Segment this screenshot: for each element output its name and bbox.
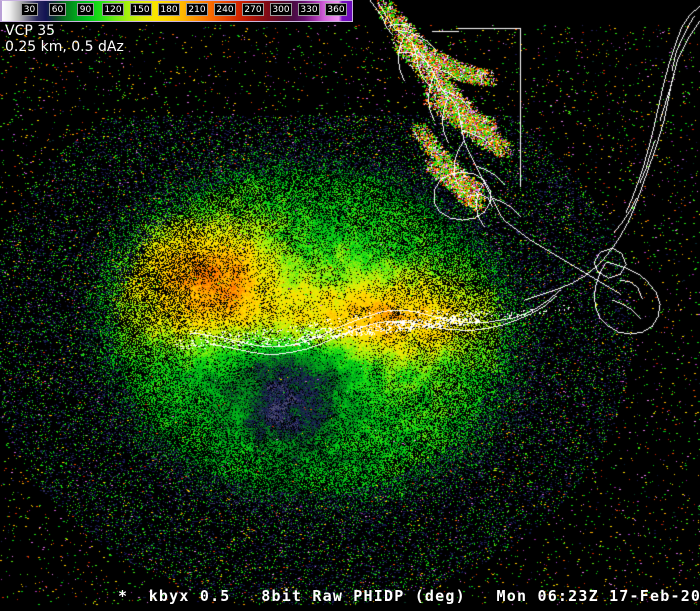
colorbar-tick-180: 180 bbox=[158, 3, 180, 16]
colorbar-tick-270: 270 bbox=[242, 3, 264, 16]
colorbar[interactable]: 30 60 90 120 150 180 210 240 270 300 330 360 bbox=[0, 0, 353, 22]
vcp-label: VCP 35 bbox=[5, 23, 56, 39]
colorbar-tick-90: 90 bbox=[77, 3, 94, 16]
colorbar-tick-150: 150 bbox=[130, 3, 152, 16]
colorbar-tick-360: 360 bbox=[325, 3, 347, 16]
colorbar-tick-240: 240 bbox=[214, 3, 236, 16]
colorbar-tick-30: 30 bbox=[21, 3, 38, 16]
colorbar-tick-330: 330 bbox=[298, 3, 320, 16]
colorbar-tick-210: 210 bbox=[186, 3, 208, 16]
colorbar-tick-60: 60 bbox=[49, 3, 66, 16]
resolution-label: 0.25 km, 0.5 dAz bbox=[5, 39, 124, 55]
colorbar-tick-120: 120 bbox=[102, 3, 124, 16]
status-bar: * kbyx 0.5 8bit Raw PHIDP (deg) Mon 06:2… bbox=[118, 587, 700, 605]
colorbar-tick-300: 300 bbox=[270, 3, 292, 16]
header-text-block: VCP 35 0.25 km, 0.5 dAz bbox=[5, 23, 124, 55]
